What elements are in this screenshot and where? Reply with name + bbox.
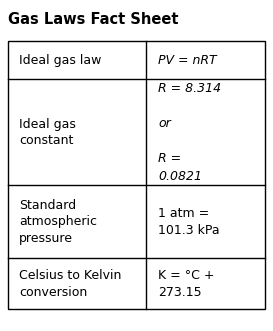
Text: PV = nRT: PV = nRT: [158, 54, 217, 67]
Text: R = 8.314

or

R =
0.0821: R = 8.314 or R = 0.0821: [158, 82, 221, 183]
Text: Standard
atmospheric
pressure: Standard atmospheric pressure: [19, 199, 97, 245]
Text: K = °C +
273.15: K = °C + 273.15: [158, 268, 215, 299]
Text: Celsius to Kelvin
conversion: Celsius to Kelvin conversion: [19, 269, 121, 299]
Text: Ideal gas
constant: Ideal gas constant: [19, 118, 76, 147]
Text: Gas Laws Fact Sheet: Gas Laws Fact Sheet: [8, 12, 179, 26]
Bar: [8, 41, 265, 309]
Text: 1 atm =
101.3 kPa: 1 atm = 101.3 kPa: [158, 207, 220, 237]
Text: Ideal gas law: Ideal gas law: [19, 54, 102, 67]
